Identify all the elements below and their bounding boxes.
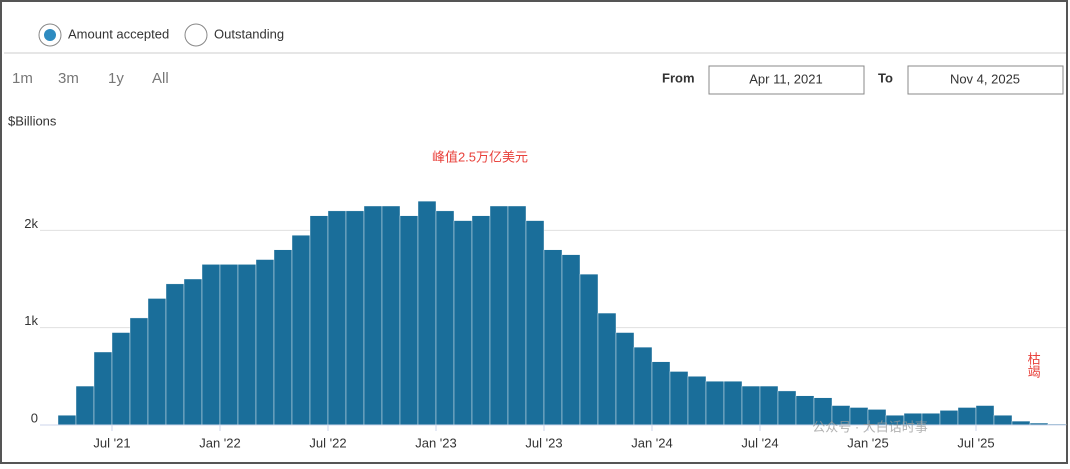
bar	[273, 249, 293, 426]
y-tick-label: 1k	[24, 313, 38, 328]
to-date[interactable]: Nov 4, 2025	[950, 71, 1020, 86]
bar	[111, 332, 131, 426]
x-tick-label: Jul '25	[957, 435, 994, 450]
bar	[147, 298, 167, 426]
range-button[interactable]: 3m	[58, 70, 79, 87]
bar	[759, 385, 779, 426]
bar	[957, 407, 977, 426]
x-tick-label: Jul '23	[525, 435, 562, 450]
watermark: 公众号 · 大白话时事	[812, 419, 928, 434]
bar	[219, 264, 239, 426]
bar	[741, 385, 761, 426]
bar	[597, 312, 617, 426]
radio-dot	[44, 29, 56, 41]
bar	[363, 205, 383, 426]
x-tick-label: Jul '24	[741, 435, 778, 450]
to-input[interactable]	[907, 65, 1064, 95]
bar	[1011, 420, 1031, 426]
bar	[651, 361, 671, 426]
x-tick-label: Jul '21	[93, 435, 130, 450]
bar	[237, 264, 257, 426]
radio-label[interactable]: Amount accepted	[68, 26, 169, 41]
bar	[327, 210, 347, 426]
bar	[165, 283, 185, 426]
bar	[255, 259, 275, 426]
bar	[993, 415, 1013, 426]
bar	[471, 215, 491, 426]
bar	[399, 215, 419, 426]
y-tick-label: 0	[31, 410, 38, 425]
bar	[57, 415, 77, 426]
bar	[453, 220, 473, 426]
from-input[interactable]	[708, 65, 865, 95]
range-button[interactable]: All	[152, 70, 169, 87]
bar	[777, 390, 797, 426]
bar	[579, 273, 599, 426]
x-tick-label: Jul '22	[309, 435, 346, 450]
bar	[615, 332, 635, 426]
bar	[723, 381, 743, 426]
bar	[183, 278, 203, 426]
bar	[201, 264, 221, 426]
annotation: 峰值2.5万亿美元	[432, 149, 528, 164]
bar	[309, 215, 329, 426]
bar	[669, 371, 689, 426]
bar	[633, 346, 653, 426]
x-tick-label: Jan '25	[847, 435, 889, 450]
radio[interactable]	[184, 23, 208, 47]
bar	[417, 200, 437, 426]
bar	[939, 410, 959, 426]
x-tick-label: Jan '23	[415, 435, 457, 450]
y-tick-label: 2k	[24, 216, 38, 231]
to-label: To	[878, 70, 893, 85]
bar	[525, 220, 545, 426]
bar	[507, 205, 527, 426]
range-button[interactable]: 1m	[12, 70, 33, 87]
bar	[543, 249, 563, 426]
bar	[381, 205, 401, 426]
bar	[75, 385, 95, 426]
bar	[489, 205, 509, 426]
x-tick-label: Jan '24	[631, 435, 673, 450]
bar	[93, 351, 113, 426]
radio-label[interactable]: Outstanding	[214, 26, 284, 41]
bar	[129, 317, 149, 426]
bar	[291, 234, 311, 426]
bar	[687, 376, 707, 426]
annotation: 枯竭	[1026, 352, 1041, 378]
bar	[975, 405, 995, 426]
x-tick-label: Jan '22	[199, 435, 241, 450]
bar	[435, 210, 455, 426]
bar	[705, 381, 725, 426]
y-axis-label: $Billions	[8, 113, 57, 128]
bar	[561, 254, 581, 426]
from-date[interactable]: Apr 11, 2021	[749, 71, 822, 86]
from-label: From	[662, 70, 695, 85]
bar	[345, 210, 365, 426]
range-button[interactable]: 1y	[108, 70, 124, 87]
